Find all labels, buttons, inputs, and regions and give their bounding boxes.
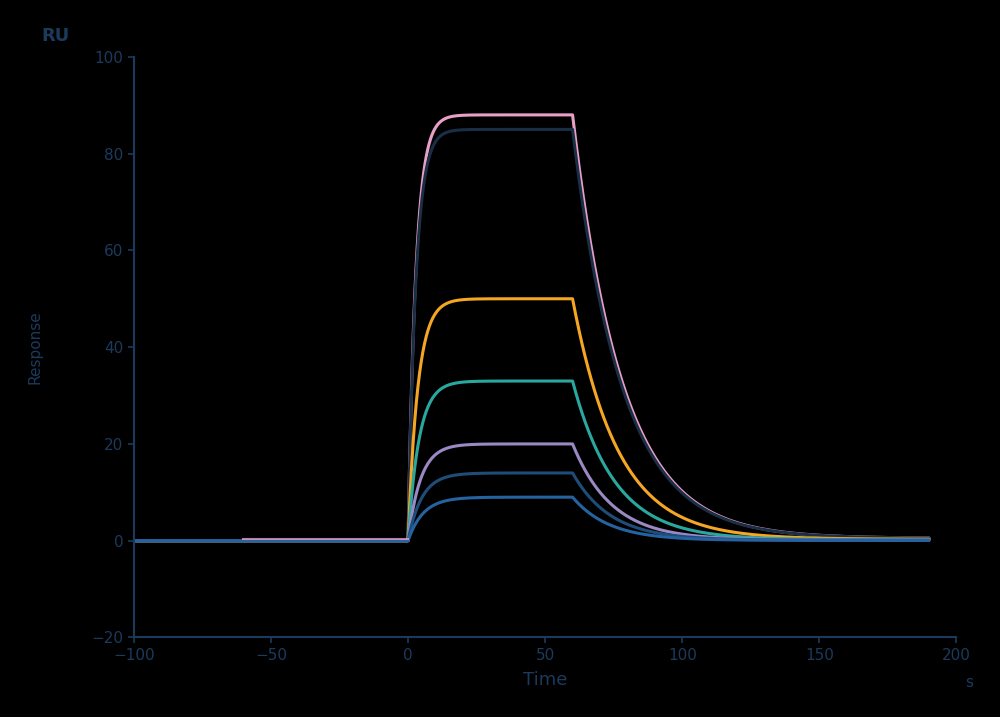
Text: s: s bbox=[965, 675, 973, 690]
X-axis label: Time: Time bbox=[523, 671, 567, 689]
Text: RU: RU bbox=[42, 27, 70, 45]
Y-axis label: Response: Response bbox=[28, 310, 43, 384]
